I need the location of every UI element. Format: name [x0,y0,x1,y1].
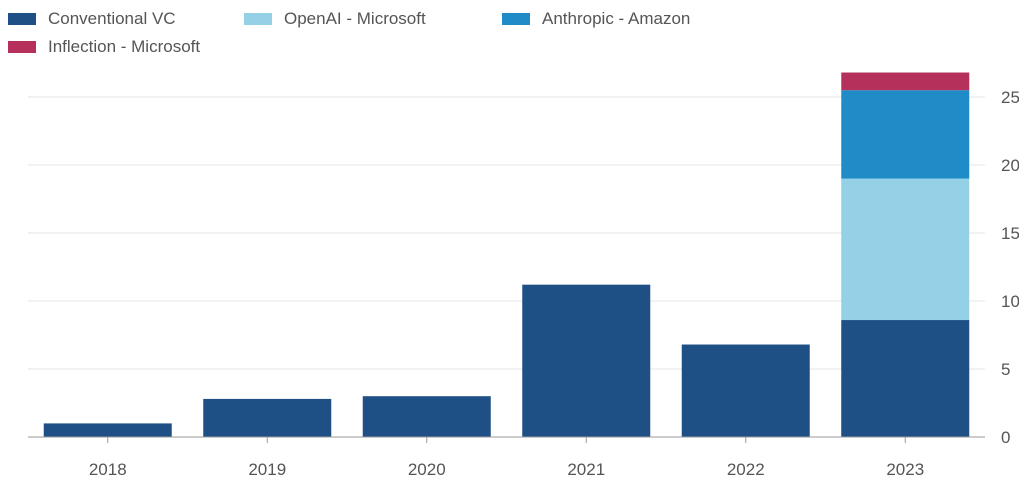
y-tick-label: 10 [1001,292,1019,311]
legend-label: Inflection - Microsoft [48,37,201,56]
bar-segment[interactable] [841,320,970,437]
y-tick-label: 0 [1001,428,1010,447]
x-tick-label: 2020 [408,460,446,477]
y-tick-label: 20 [1001,156,1019,175]
bar-segment[interactable] [841,178,970,321]
y-tick-label: 5 [1001,360,1010,379]
legend-label: Conventional VC [48,9,176,28]
legend-label: Anthropic - Amazon [542,9,691,28]
bar-segment[interactable] [43,423,172,437]
bar-segment[interactable] [522,284,651,437]
legend-swatch [244,13,272,25]
x-tick-label: 2022 [727,460,765,477]
legend-swatch [502,13,530,25]
legend-label: OpenAI - Microsoft [284,9,426,28]
bar-segment[interactable] [203,398,332,437]
y-tick-label: 25 [1001,88,1019,107]
x-tick-label: 2018 [89,460,127,477]
bar-segment[interactable] [841,90,970,179]
y-tick-label: 15 [1001,224,1019,243]
legend-item[interactable]: OpenAI - Microsoft [244,8,454,30]
x-tick-label: 2023 [886,460,924,477]
legend: Conventional VC OpenAI - Microsoft Anthrop… [8,8,788,58]
legend-item[interactable]: Inflection - Microsoft [8,36,200,58]
legend-swatch [8,41,36,53]
legend-item[interactable]: Anthropic - Amazon [502,8,732,30]
x-tick-label: 2021 [567,460,605,477]
bar-segment[interactable] [841,72,970,91]
legend-swatch [8,13,36,25]
legend-item[interactable]: Conventional VC [8,8,196,30]
bar-segment[interactable] [362,396,491,437]
x-tick-label: 2019 [248,460,286,477]
bar-segment[interactable] [681,344,810,437]
